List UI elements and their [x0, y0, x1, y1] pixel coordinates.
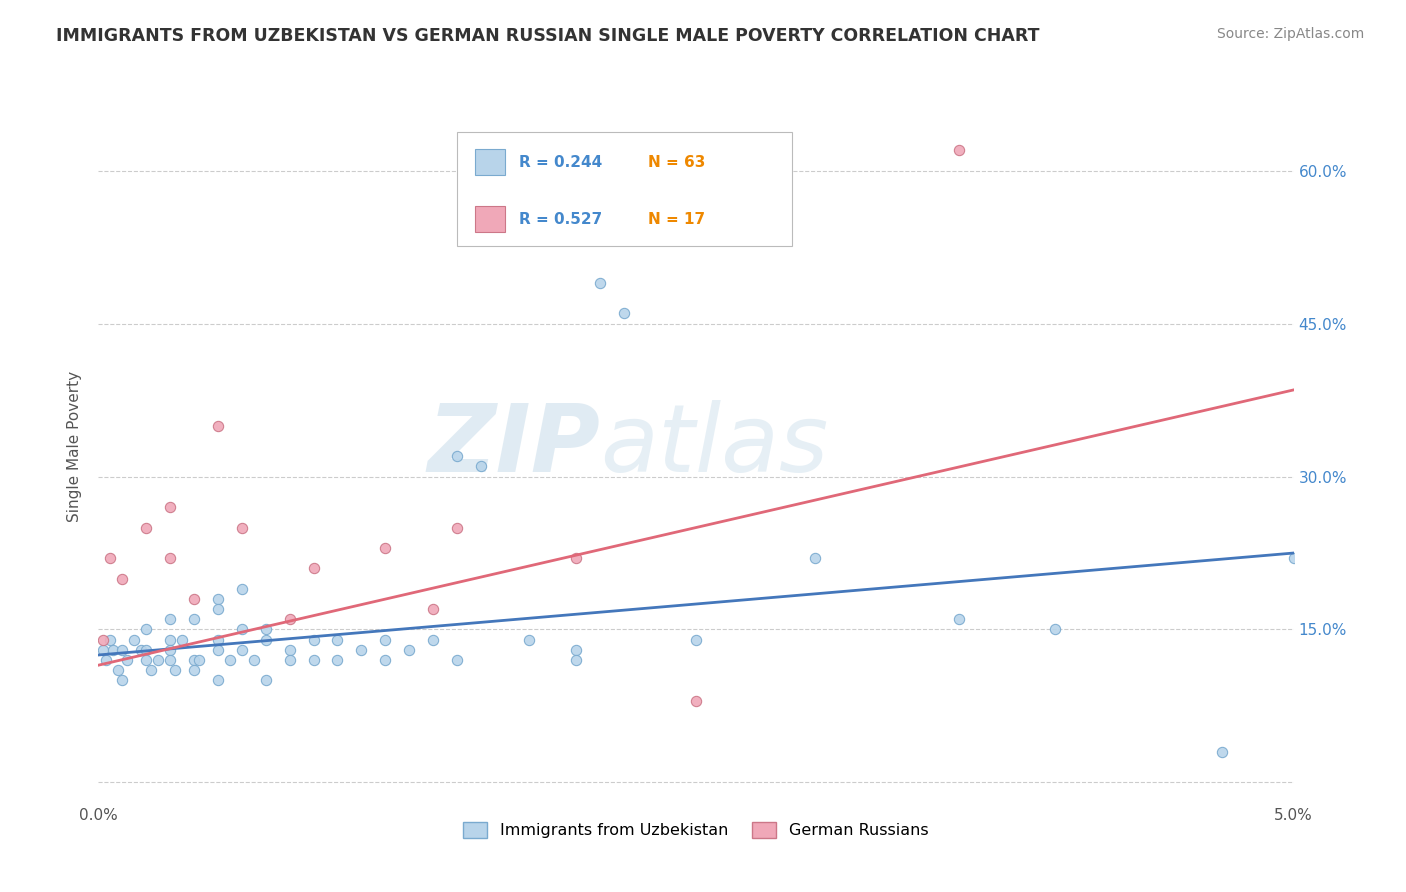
Point [254, 623, 277, 637]
FancyBboxPatch shape [457, 132, 792, 246]
Point [278, 653, 301, 667]
Text: Source: ZipAtlas.com: Source: ZipAtlas.com [1216, 27, 1364, 41]
Point [948, 612, 970, 626]
Point [948, 144, 970, 158]
Point [183, 591, 205, 606]
Point [302, 653, 325, 667]
Point [254, 673, 277, 688]
Point [159, 500, 181, 515]
Point [98, 551, 122, 566]
Point [219, 653, 242, 667]
Point [565, 653, 588, 667]
Point [159, 643, 181, 657]
Point [91, 643, 114, 657]
Point [231, 582, 253, 596]
Point [91, 632, 114, 647]
Point [231, 623, 253, 637]
Point [207, 591, 229, 606]
Point [517, 632, 540, 647]
Point [159, 612, 181, 626]
Point [159, 653, 181, 667]
FancyBboxPatch shape [475, 149, 505, 176]
Point [243, 653, 266, 667]
Point [231, 643, 253, 657]
Point [1211, 745, 1233, 759]
Point [135, 520, 157, 534]
Point [1043, 623, 1066, 637]
Point [101, 643, 124, 657]
Point [163, 663, 186, 677]
Point [135, 643, 157, 657]
Point [183, 663, 205, 677]
Point [254, 632, 277, 647]
Text: atlas: atlas [600, 401, 828, 491]
Point [187, 653, 209, 667]
Text: ZIP: ZIP [427, 400, 600, 492]
Point [446, 653, 468, 667]
Point [302, 561, 325, 575]
Point [398, 643, 420, 657]
Point [470, 459, 492, 474]
Legend: Immigrants from Uzbekistan, German Russians: Immigrants from Uzbekistan, German Russi… [457, 815, 935, 845]
Point [207, 602, 229, 616]
Point [135, 653, 157, 667]
Point [374, 541, 396, 555]
Point [231, 520, 253, 534]
Point [422, 632, 444, 647]
Point [207, 643, 229, 657]
Point [685, 632, 707, 647]
Point [278, 612, 301, 626]
Point [374, 632, 396, 647]
Point [1282, 551, 1305, 566]
Point [326, 632, 349, 647]
Point [446, 520, 468, 534]
Point [326, 653, 349, 667]
Point [589, 276, 612, 290]
Point [159, 551, 181, 566]
Point [350, 643, 373, 657]
Text: IMMIGRANTS FROM UZBEKISTAN VS GERMAN RUSSIAN SINGLE MALE POVERTY CORRELATION CHA: IMMIGRANTS FROM UZBEKISTAN VS GERMAN RUS… [56, 27, 1040, 45]
Text: R = 0.244: R = 0.244 [519, 154, 602, 169]
Point [302, 632, 325, 647]
Point [565, 551, 588, 566]
Point [207, 673, 229, 688]
Point [115, 653, 138, 667]
Text: R = 0.527: R = 0.527 [519, 211, 602, 227]
Point [685, 694, 707, 708]
Text: N = 63: N = 63 [648, 154, 706, 169]
Point [278, 643, 301, 657]
Point [446, 449, 468, 463]
Text: N = 17: N = 17 [648, 211, 706, 227]
FancyBboxPatch shape [475, 206, 505, 233]
Point [804, 551, 827, 566]
Point [124, 632, 146, 647]
Point [148, 653, 170, 667]
Point [139, 663, 162, 677]
Y-axis label: Single Male Poverty: Single Male Poverty [67, 370, 83, 522]
Point [111, 643, 134, 657]
Point [135, 623, 157, 637]
Point [111, 572, 134, 586]
Point [172, 632, 194, 647]
Point [374, 653, 396, 667]
Point [565, 643, 588, 657]
Point [111, 673, 134, 688]
Point [94, 653, 117, 667]
Point [107, 663, 129, 677]
Point [131, 643, 153, 657]
Point [422, 602, 444, 616]
Point [613, 306, 636, 320]
Point [207, 632, 229, 647]
Point [207, 418, 229, 433]
Point [98, 632, 122, 647]
Point [183, 612, 205, 626]
Point [159, 632, 181, 647]
Point [183, 653, 205, 667]
